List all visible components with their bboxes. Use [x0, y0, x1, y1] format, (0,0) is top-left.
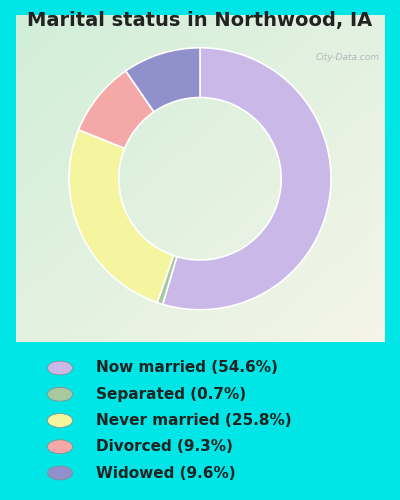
Wedge shape [163, 48, 331, 310]
Text: Divorced (9.3%): Divorced (9.3%) [96, 439, 233, 454]
Text: Never married (25.8%): Never married (25.8%) [96, 413, 292, 428]
Ellipse shape [47, 388, 73, 401]
Wedge shape [78, 71, 154, 148]
Text: Widowed (9.6%): Widowed (9.6%) [96, 466, 236, 480]
Ellipse shape [47, 466, 73, 480]
Wedge shape [157, 256, 177, 304]
Ellipse shape [47, 440, 73, 454]
Text: Now married (54.6%): Now married (54.6%) [96, 360, 278, 376]
Text: City-Data.com: City-Data.com [316, 52, 380, 62]
Text: Separated (0.7%): Separated (0.7%) [96, 387, 246, 402]
Wedge shape [69, 130, 174, 302]
Ellipse shape [47, 414, 73, 428]
Wedge shape [126, 48, 200, 112]
Text: Marital status in Northwood, IA: Marital status in Northwood, IA [27, 11, 373, 30]
Ellipse shape [47, 361, 73, 375]
